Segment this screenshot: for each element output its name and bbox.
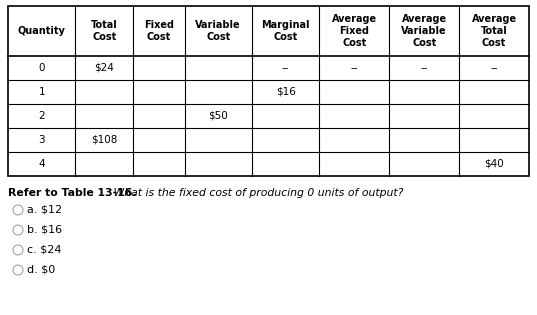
Text: Variable
Cost: Variable Cost xyxy=(195,20,241,42)
Text: Refer to Table 13-16.: Refer to Table 13-16. xyxy=(8,188,136,198)
Text: Marginal
Cost: Marginal Cost xyxy=(262,20,310,42)
Text: Fixed
Cost: Fixed Cost xyxy=(144,20,174,42)
Text: Average
Total
Cost: Average Total Cost xyxy=(471,14,517,49)
Text: 4: 4 xyxy=(39,159,45,169)
Text: $50: $50 xyxy=(208,111,228,121)
Text: d. $0: d. $0 xyxy=(27,265,55,275)
Text: c. $24: c. $24 xyxy=(27,245,62,255)
Text: 1: 1 xyxy=(39,87,45,97)
Text: What is the fixed cost of producing 0 units of output?: What is the fixed cost of producing 0 un… xyxy=(110,188,403,198)
Text: Quantity: Quantity xyxy=(18,26,66,36)
Text: b. $16: b. $16 xyxy=(27,225,62,235)
Text: --: -- xyxy=(351,63,358,73)
Text: 3: 3 xyxy=(39,135,45,145)
Text: Average
Fixed
Cost: Average Fixed Cost xyxy=(332,14,377,49)
Text: $108: $108 xyxy=(91,135,118,145)
Text: a. $12: a. $12 xyxy=(27,205,62,215)
Text: Average
Variable
Cost: Average Variable Cost xyxy=(401,14,447,49)
Text: 0: 0 xyxy=(39,63,45,73)
Text: --: -- xyxy=(490,63,498,73)
Text: --: -- xyxy=(282,63,289,73)
Text: $40: $40 xyxy=(484,159,504,169)
Text: 2: 2 xyxy=(39,111,45,121)
Text: --: -- xyxy=(420,63,428,73)
Text: Total
Cost: Total Cost xyxy=(91,20,118,42)
Bar xyxy=(8,6,529,176)
Text: $16: $16 xyxy=(275,87,295,97)
Text: $24: $24 xyxy=(95,63,114,73)
